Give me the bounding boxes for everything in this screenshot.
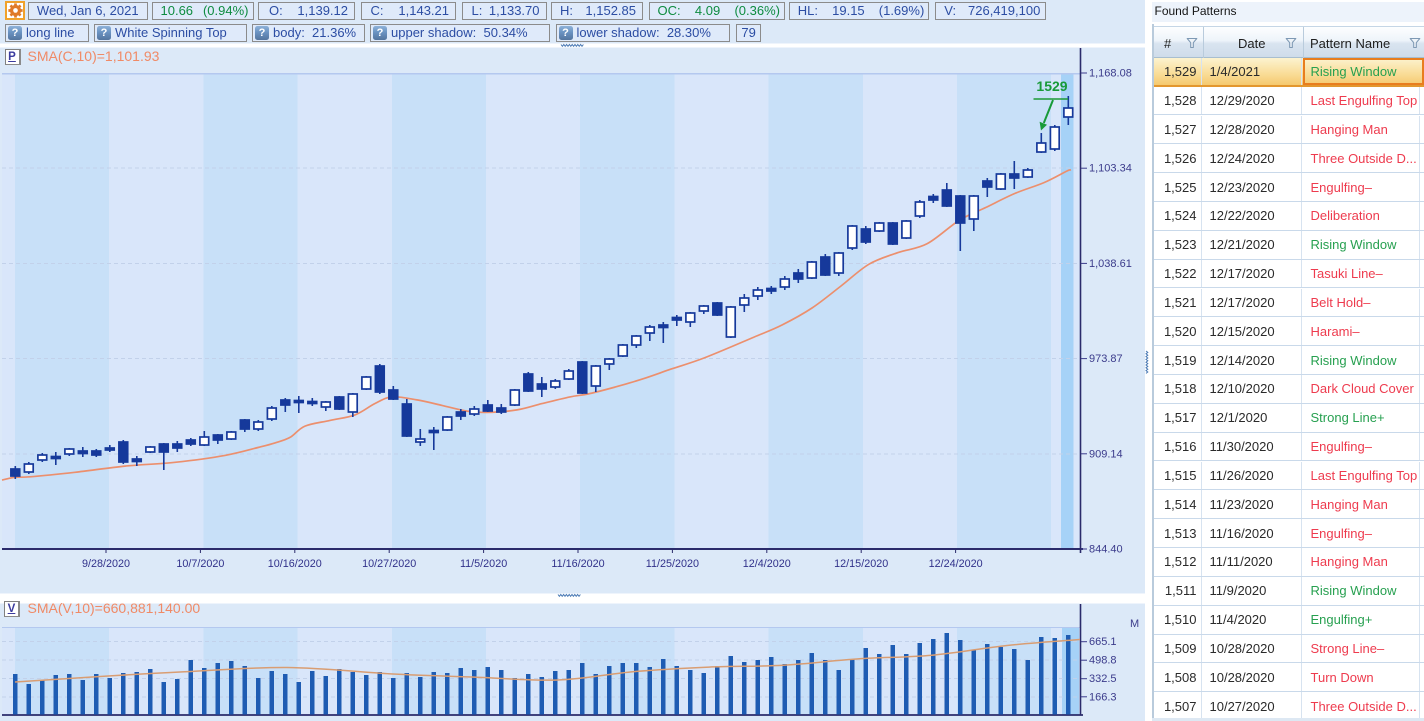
svg-text:M: M bbox=[1130, 618, 1139, 630]
svg-text:909.14: 909.14 bbox=[1089, 448, 1123, 460]
svg-text:12/15/2020: 12/15/2020 bbox=[834, 558, 888, 570]
svg-text:10/7/2020: 10/7/2020 bbox=[176, 558, 224, 570]
svg-text:1529: 1529 bbox=[1036, 78, 1067, 94]
svg-text:844.40: 844.40 bbox=[1089, 544, 1123, 556]
svg-text:11/5/2020: 11/5/2020 bbox=[460, 558, 507, 570]
svg-text:9/28/2020: 9/28/2020 bbox=[82, 558, 130, 570]
svg-text:10/16/2020: 10/16/2020 bbox=[268, 558, 322, 570]
svg-text:166.3: 166.3 bbox=[1089, 691, 1117, 703]
svg-text:332.5: 332.5 bbox=[1089, 673, 1117, 685]
svg-text:665.1: 665.1 bbox=[1089, 636, 1117, 648]
svg-text:498.8: 498.8 bbox=[1089, 655, 1117, 667]
svg-text:1,168.08: 1,168.08 bbox=[1089, 68, 1132, 80]
svg-text:10/27/2020: 10/27/2020 bbox=[362, 558, 416, 570]
svg-text:12/24/2020: 12/24/2020 bbox=[929, 558, 983, 570]
svg-text:12/4/2020: 12/4/2020 bbox=[743, 558, 791, 570]
svg-text:1,038.61: 1,038.61 bbox=[1089, 258, 1132, 270]
svg-text:1,103.34: 1,103.34 bbox=[1089, 163, 1132, 175]
svg-text:973.87: 973.87 bbox=[1089, 353, 1123, 365]
svg-text:11/25/2020: 11/25/2020 bbox=[646, 558, 699, 570]
svg-text:11/16/2020: 11/16/2020 bbox=[551, 558, 604, 570]
